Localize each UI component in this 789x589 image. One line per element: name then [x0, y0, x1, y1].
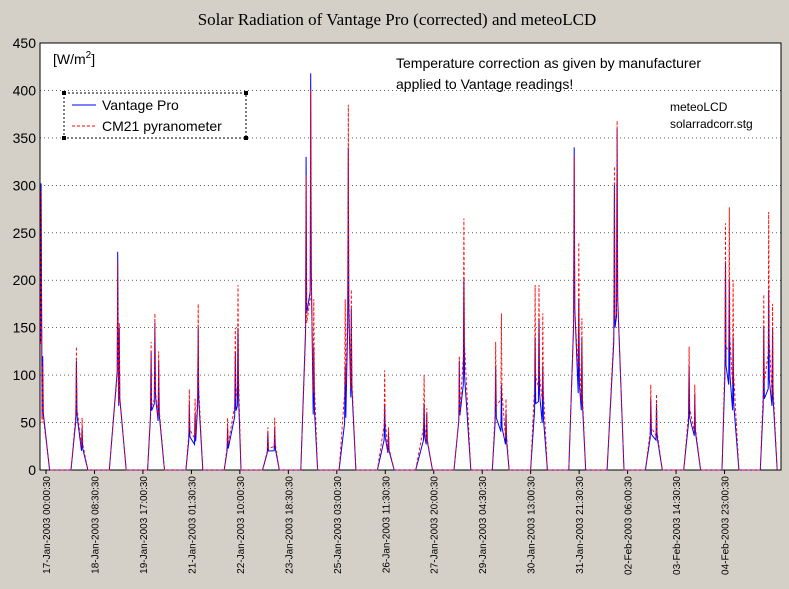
x-tick-label: 30-Jan-2003 13:00:30 [527, 476, 538, 574]
x-tick-label: 29-Jan-2003 04:30:30 [478, 476, 489, 574]
y-tick-label: 150 [13, 320, 37, 336]
y-tick-label: 400 [13, 82, 37, 98]
legend-label-vantage: Vantage Pro [102, 97, 179, 113]
x-tick-label: 19-Jan-2003 17:00:30 [139, 476, 150, 574]
y-axis-ticks: 0 50 100 150 200 250 300 350 400 450 [13, 35, 37, 478]
x-tick-label: 27-Jan-2003 20:00:30 [430, 476, 441, 574]
legend-handle-bl [62, 136, 66, 140]
legend: Vantage Pro CM21 pyranometer [62, 91, 248, 140]
y-tick-label: 250 [13, 225, 37, 241]
legend-box [63, 92, 247, 139]
legend-handle-tr [244, 91, 248, 95]
x-tick-label: 31-Jan-2003 21:30:30 [575, 476, 586, 574]
series-line-cm21-pyranometer [40, 90, 778, 471]
annotation-correction-line1: Temperature correction as given by manuf… [396, 55, 701, 71]
x-tick-label: 03-Feb-2003 14:30:30 [672, 476, 683, 575]
x-tick-label: 02-Feb-2003 06:00:30 [624, 476, 635, 575]
x-tick-label: 04-Feb-2003 23:00:30 [721, 476, 732, 575]
x-axis-ticks: 17-Jan-2003 00:00:30 18-Jan-2003 08:30:30… [42, 470, 732, 575]
series-layer [40, 73, 778, 471]
x-tick-label: 17-Jan-2003 00:00:30 [42, 476, 53, 574]
legend-label-cm21: CM21 pyranometer [102, 118, 222, 134]
x-tick-label: 21-Jan-2003 01:30:30 [187, 476, 198, 574]
legend-handle-tl [62, 91, 66, 95]
y-tick-label: 350 [13, 130, 37, 146]
x-tick-label: 26-Jan-2003 11:30:30 [381, 476, 392, 574]
x-tick-label: 22-Jan-2003 10:00:30 [236, 476, 247, 574]
y-tick-label: 0 [28, 462, 36, 478]
y-tick-label: 300 [13, 177, 37, 193]
x-tick-label: 18-Jan-2003 08:30:30 [90, 476, 101, 574]
y-axis-label: [W/m2] [53, 50, 95, 67]
annotation-correction-line2: applied to Vantage readings! [396, 76, 573, 92]
y-tick-label: 450 [13, 35, 37, 51]
y-tick-label: 200 [13, 272, 37, 288]
y-tick-label: 100 [13, 367, 37, 383]
annotation-filename: solarradcorr.stg [670, 117, 753, 131]
x-tick-label: 23-Jan-2003 18:30:30 [284, 476, 295, 574]
annotation-meteolcd: meteoLCD [670, 100, 728, 114]
chart-title: Solar Radiation of Vantage Pro (correcte… [198, 10, 597, 29]
y-tick-label: 50 [20, 415, 36, 431]
legend-handle-br [244, 136, 248, 140]
x-tick-label: 25-Jan-2003 03:00:30 [333, 476, 344, 574]
